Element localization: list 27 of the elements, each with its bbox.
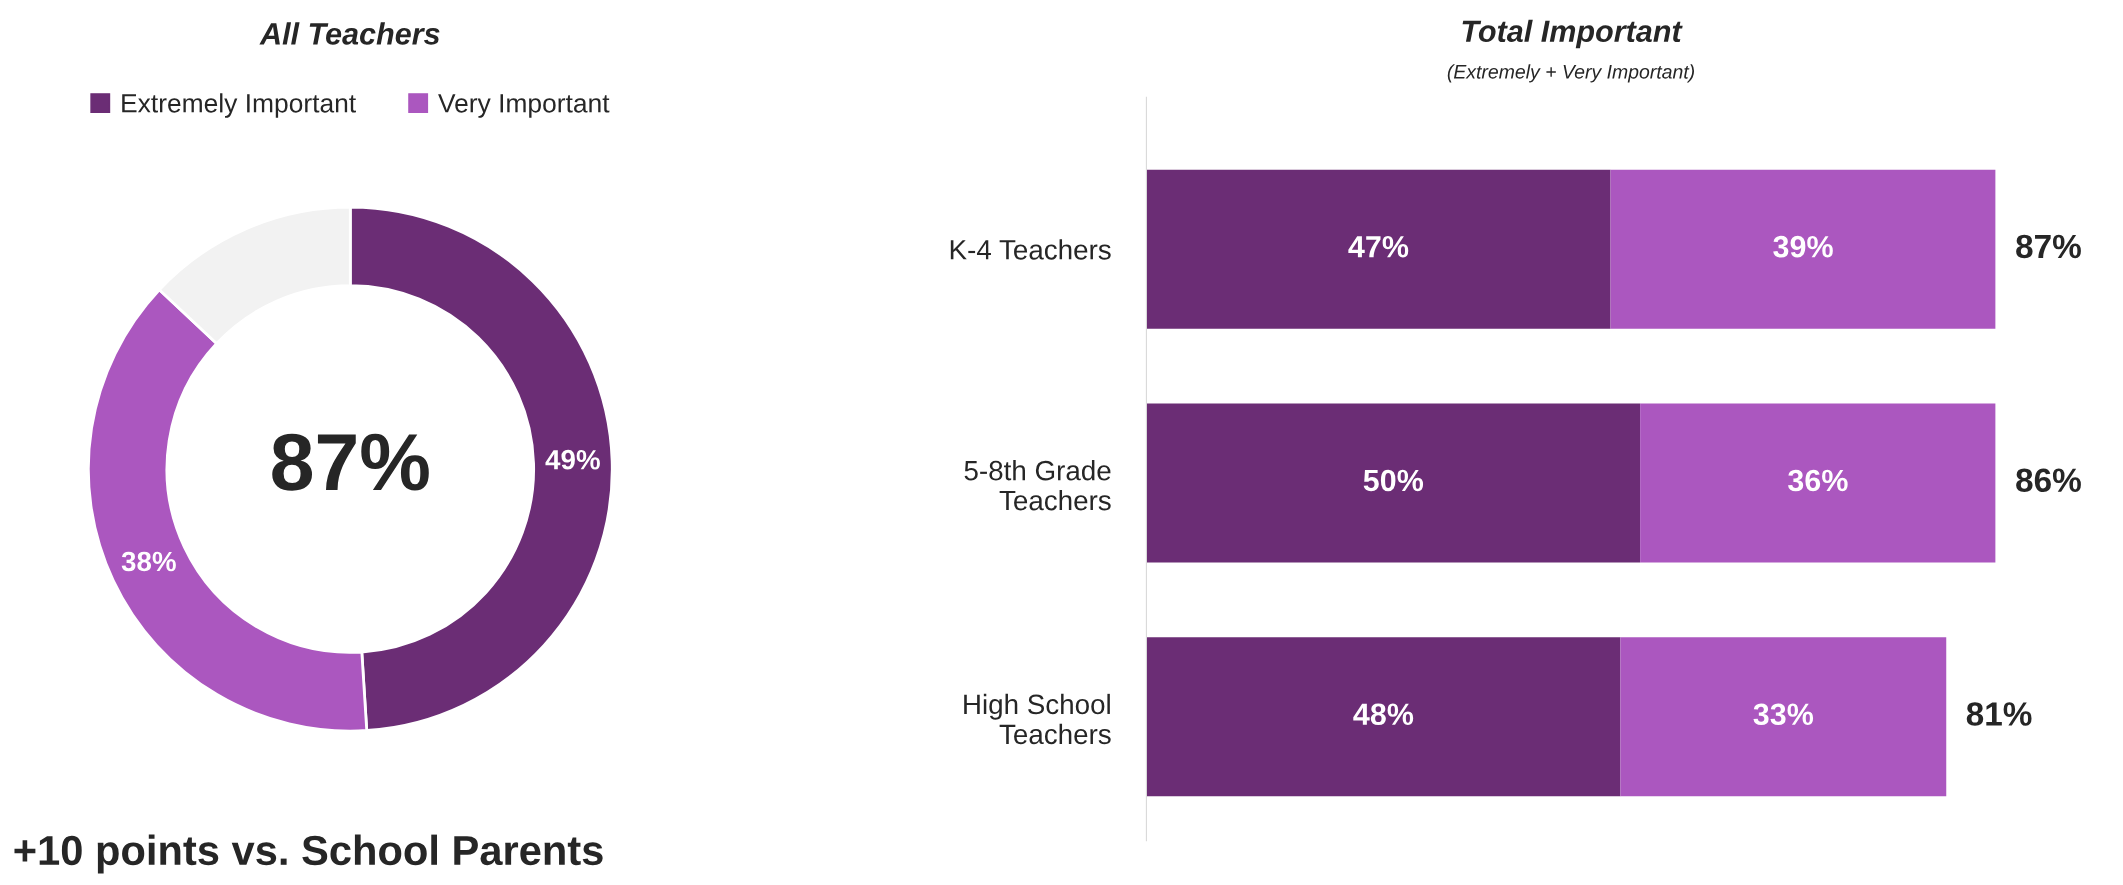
bar	[1146, 169, 1611, 329]
legend-label: Very Important	[438, 94, 610, 118]
y-tick-label: High School Teachers	[964, 693, 1111, 745]
chart-subtitle: (Extremely + Very Important)	[1447, 64, 1695, 83]
y-tick-label: K-4 Teachers	[950, 239, 1111, 260]
total-label: 81%	[1966, 702, 2032, 726]
data-label: 36%	[1788, 469, 1848, 492]
bar	[1610, 169, 1996, 329]
data-label: 48%	[1353, 703, 1414, 726]
data-label: 38%	[121, 551, 176, 572]
bar	[1146, 637, 1621, 797]
total-label: 87%	[2016, 234, 2081, 259]
y-tick-label: 5-8th Grade Teachers	[964, 460, 1111, 511]
data-label: 39%	[1773, 235, 1833, 258]
bar	[1640, 403, 1996, 563]
text: 87%	[272, 433, 429, 491]
text: +10 points vs. School Parents	[14, 834, 603, 874]
total-label: 86%	[2016, 468, 2081, 493]
data-label: 50%	[1363, 469, 1424, 492]
data-label: 49%	[545, 449, 600, 470]
chart-title: Total Important	[1462, 19, 1683, 49]
chart-title: All Teachers	[259, 22, 440, 45]
data-label: 47%	[1348, 235, 1409, 258]
bar	[1146, 403, 1641, 563]
bar	[1620, 637, 1947, 797]
legend-label: Extremely Important	[122, 93, 356, 118]
data-label: 33%	[1753, 703, 1814, 726]
